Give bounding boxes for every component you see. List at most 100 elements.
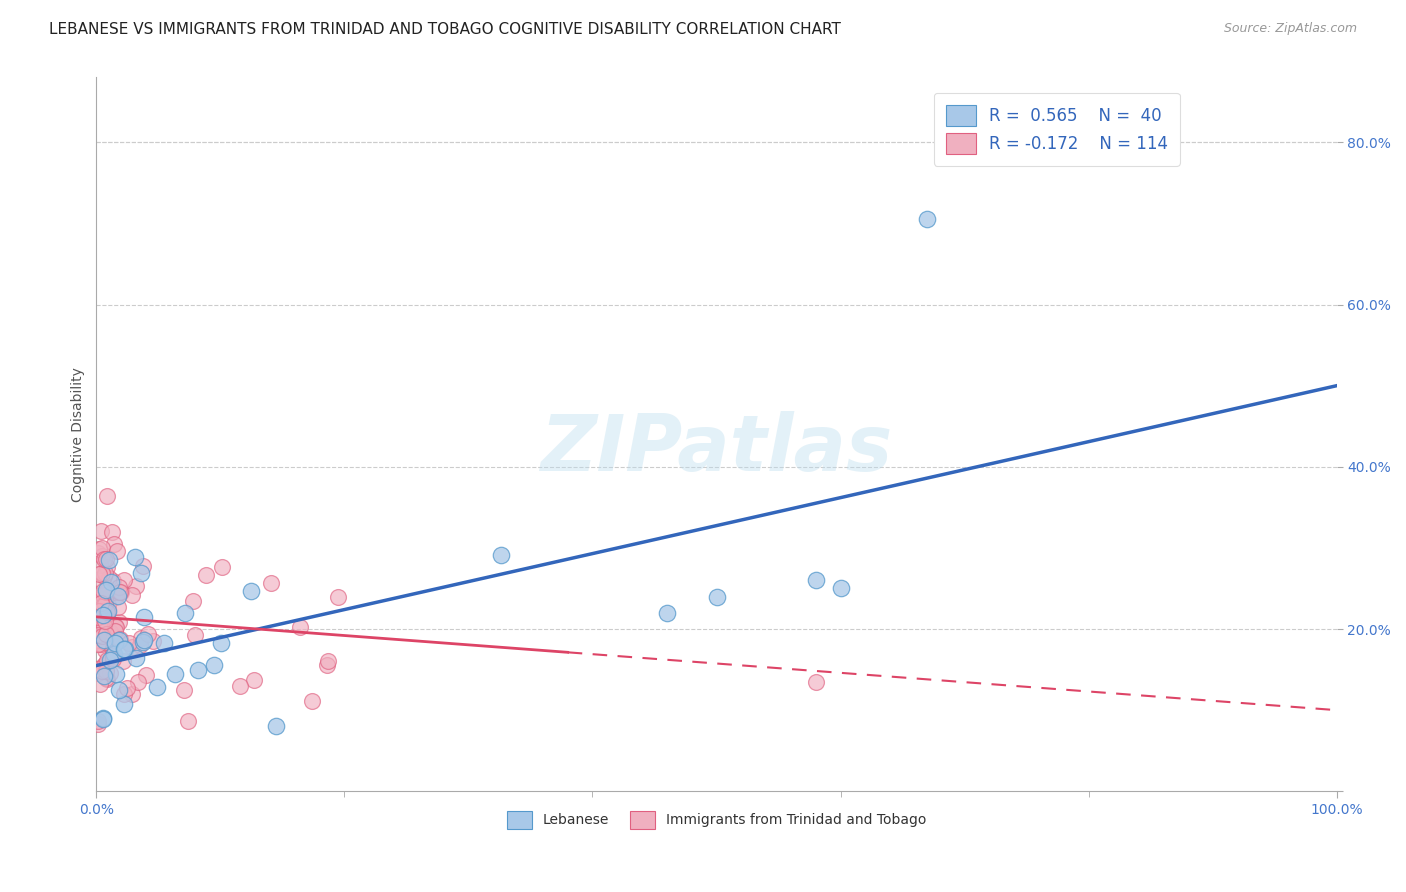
Point [98,666,121,681]
Point [90,524,112,539]
Point [129,631,152,645]
Point [87,604,110,618]
Legend: Lebanese, Immigrants from Trinidad and Tobago: Lebanese, Immigrants from Trinidad and T… [501,805,932,834]
Point [86,637,108,651]
Point [93,659,115,673]
Point [153,636,176,650]
Point [316,657,339,672]
Point [97,598,120,612]
Point [98,653,121,667]
Point [174,606,197,620]
Point [94,589,117,603]
Point [90,637,112,651]
Point [104,636,127,650]
Point [91,599,114,614]
Point [181,594,204,608]
Point [917,212,939,227]
Point [125,651,148,665]
Point [830,582,852,596]
Point [98,571,121,585]
Point [105,632,128,647]
Point [100,574,122,589]
Point [100,651,122,665]
Point [209,636,232,650]
Point [94,635,117,649]
Point [112,687,135,701]
Point [184,628,207,642]
Point [121,640,143,654]
Point [211,560,233,574]
Point [134,610,156,624]
Point [93,566,115,580]
Point [86,662,108,676]
Point [94,593,117,607]
Point [90,629,112,643]
Point [91,618,114,632]
Point [129,566,152,580]
Point [108,633,131,648]
Point [117,681,139,696]
Point [96,653,118,667]
Point [264,719,287,733]
Point [108,682,131,697]
Point [89,664,111,678]
Point [97,553,120,567]
Point [187,664,209,678]
Text: LEBANESE VS IMMIGRANTS FROM TRINIDAD AND TOBAGO COGNITIVE DISABILITY CORRELATION: LEBANESE VS IMMIGRANTS FROM TRINIDAD AND… [49,22,841,37]
Point [94,642,117,657]
Point [104,590,127,604]
Point [177,714,200,728]
Point [86,714,108,729]
Point [104,624,127,639]
Point [135,667,157,681]
Point [132,635,155,649]
Point [91,588,114,602]
Point [89,558,111,573]
Point [134,632,156,647]
Point [101,652,124,666]
Point [112,654,135,668]
Point [87,567,110,582]
Point [103,574,125,589]
Point [142,634,165,648]
Point [96,671,118,685]
Point [94,633,117,648]
Point [101,644,124,658]
Point [89,622,111,636]
Point [706,590,728,604]
Point [87,593,110,607]
Point [114,641,136,656]
Point [131,559,153,574]
Point [105,667,128,681]
Point [103,648,125,663]
Point [94,664,117,678]
Point [118,636,141,650]
Point [94,583,117,598]
Point [242,673,264,688]
Point [96,585,118,599]
Point [96,560,118,574]
Text: Source: ZipAtlas.com: Source: ZipAtlas.com [1223,22,1357,36]
Point [98,625,121,640]
Point [93,568,115,582]
Point [110,585,132,599]
Text: ZIPatlas: ZIPatlas [540,410,893,487]
Point [91,711,114,725]
Point [94,657,117,672]
Point [93,632,115,647]
Point [91,549,114,564]
Point [94,626,117,640]
Point [89,541,111,556]
Point [87,609,110,624]
Point [86,546,108,560]
Point [290,620,312,634]
Point [229,679,252,693]
Point [107,589,129,603]
Point [90,607,112,621]
Point [93,597,115,611]
Point [326,591,349,605]
Point [112,698,135,712]
Point [94,614,117,628]
Point [86,627,108,641]
Point [173,682,195,697]
